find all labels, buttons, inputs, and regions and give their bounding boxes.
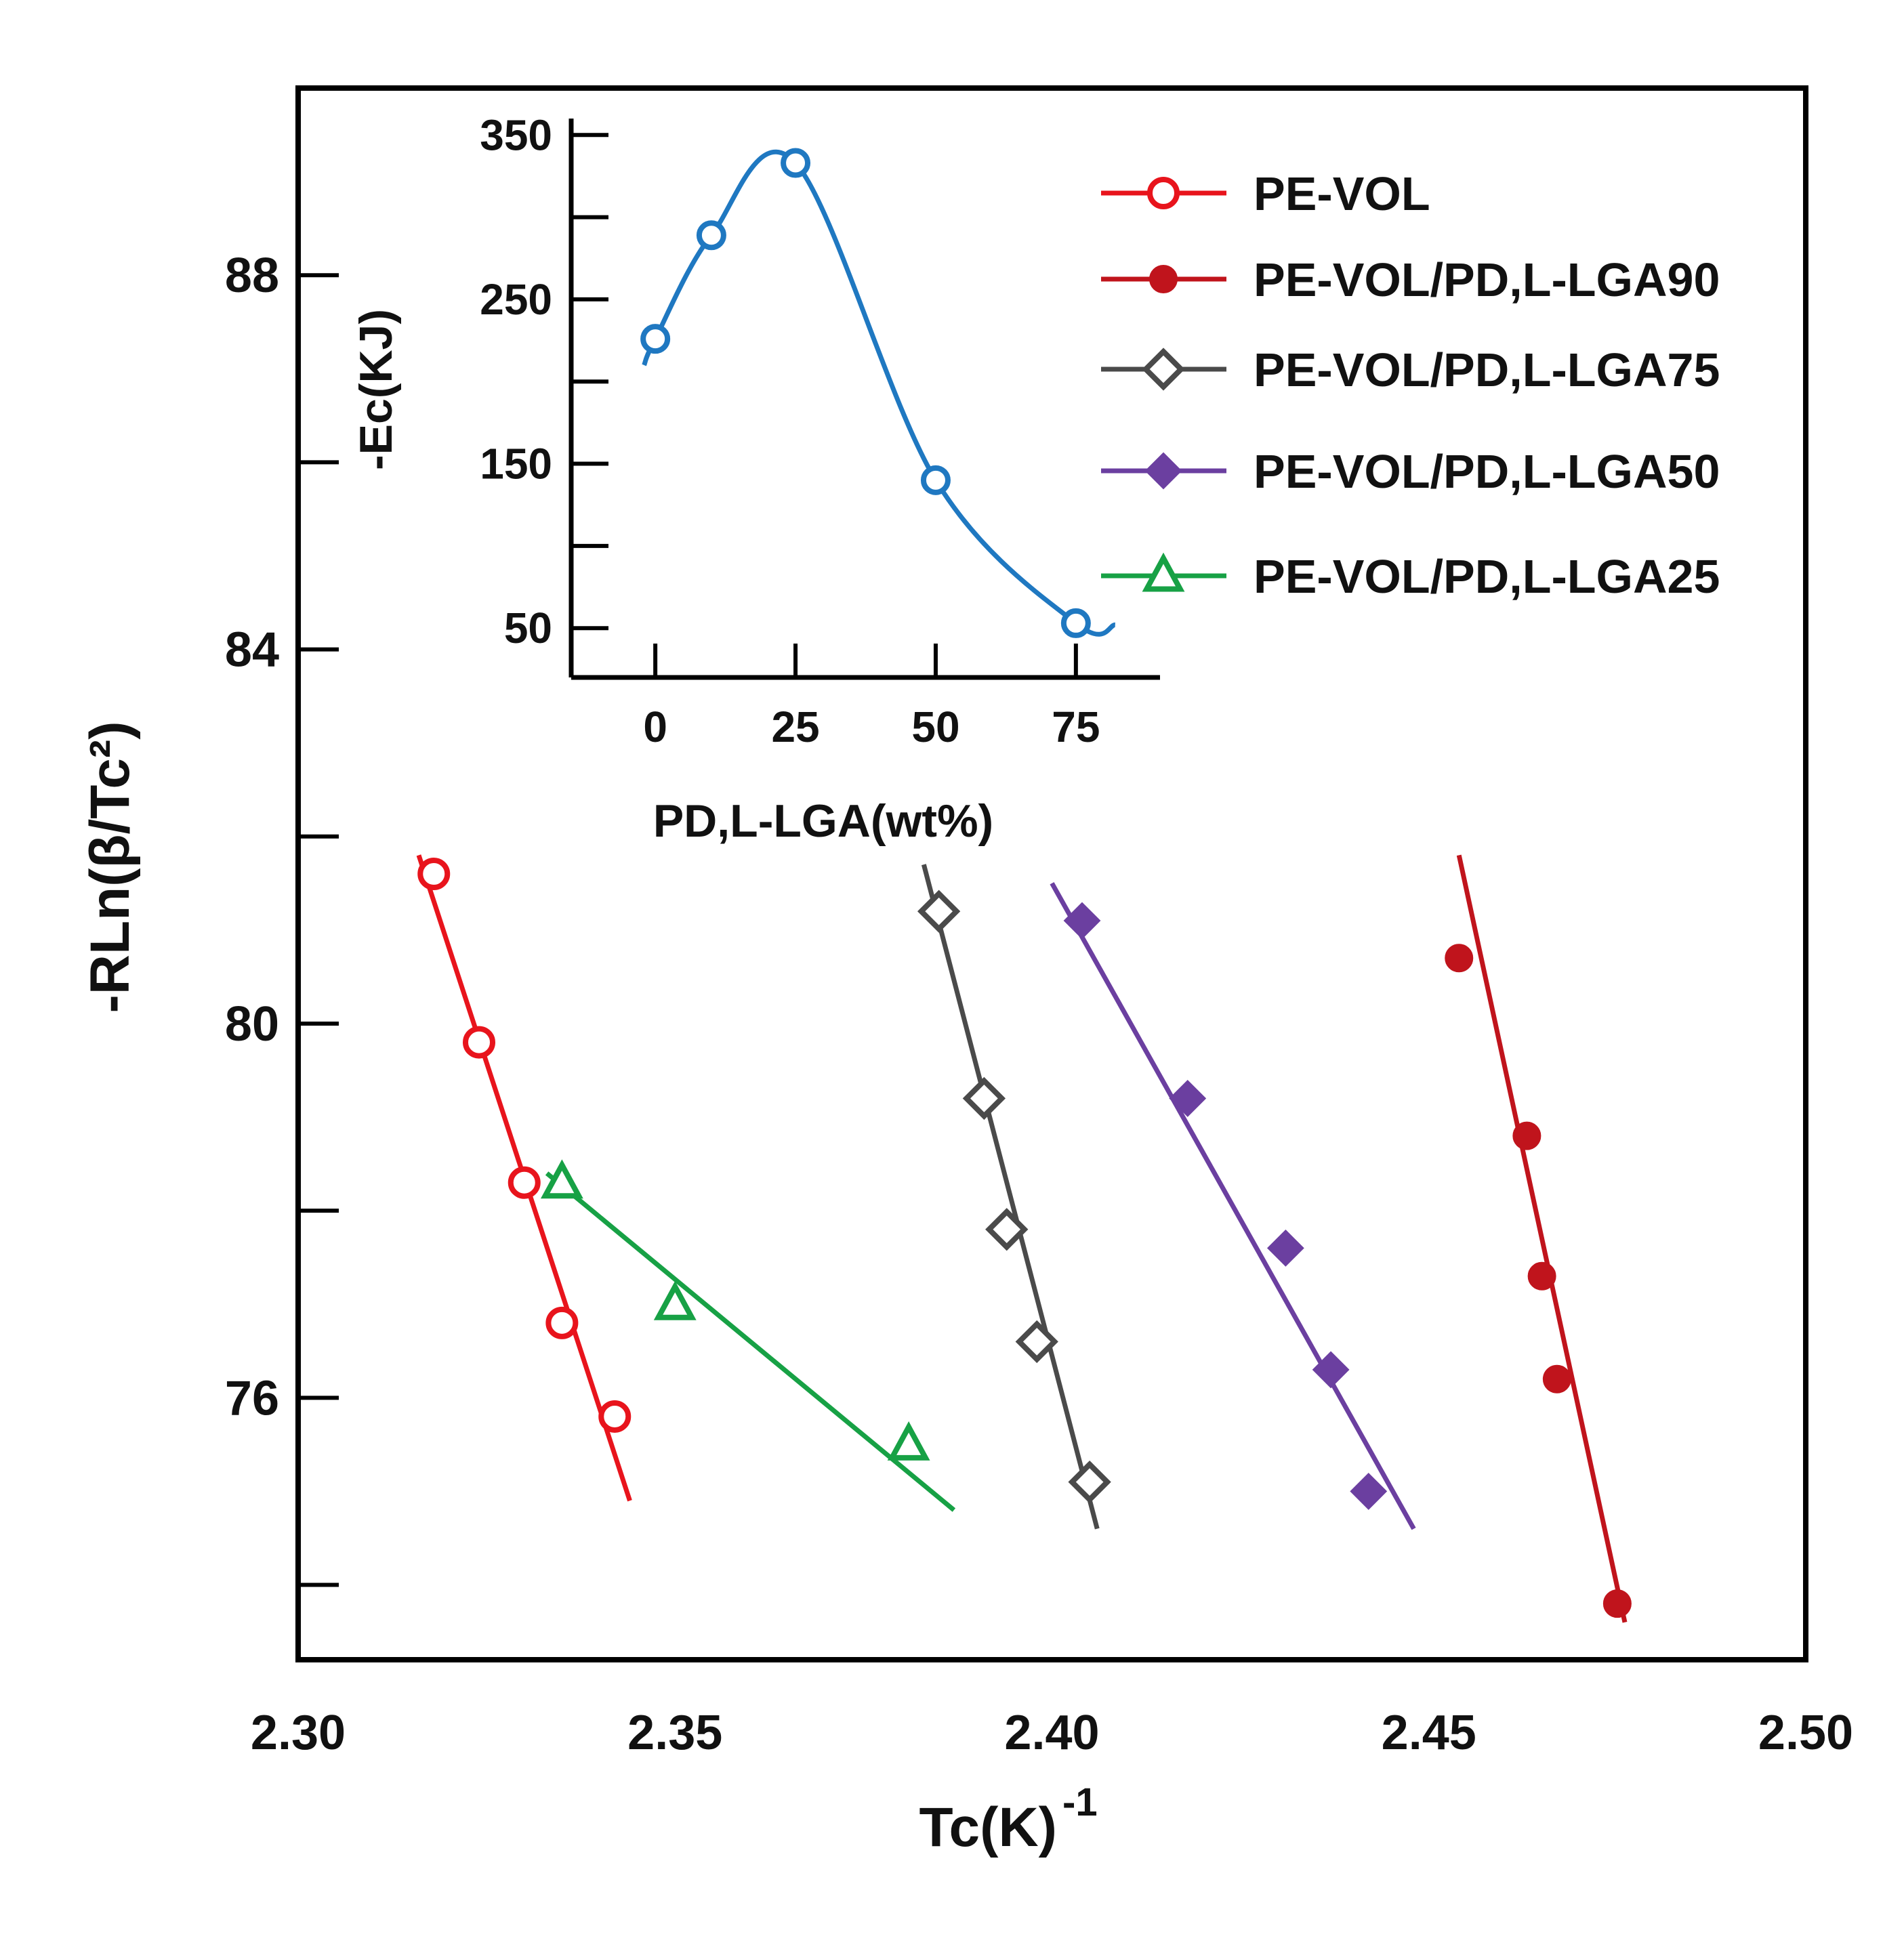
main-y-tick-label: 84 <box>225 623 279 677</box>
inset-x-axis-title: PD,L-LGA(wt%) <box>653 795 993 847</box>
inset-y-tick-label: 150 <box>480 440 552 488</box>
inset-y-ticks: 50 150 250 350 <box>480 110 608 652</box>
data-point-marker <box>1015 1320 1058 1364</box>
main-x-ticks: 2.30 2.35 2.40 2.45 2.50 <box>251 1706 1853 1760</box>
main-y-axis-title: -RLn(β/Tc²) <box>79 721 141 1013</box>
data-point-marker <box>887 1421 930 1461</box>
inset-x-ticks: 0 25 50 75 <box>643 644 1100 751</box>
main-x-axis-title: Tc(K) <box>919 1797 1057 1858</box>
legend-label: PE-VOL/PD,L-LGA75 <box>1254 343 1720 396</box>
series-group <box>917 864 1111 1530</box>
series-fit-line <box>921 864 1100 1530</box>
data-point-marker <box>1068 1460 1111 1504</box>
legend: PE-VOL PE-VOL/PD,L-LGA90 PE-VOL/PD,L-LGA75… <box>1101 167 1720 603</box>
data-point-marker <box>917 889 961 933</box>
main-x-tick-label: 2.45 <box>1382 1706 1476 1760</box>
data-point-marker <box>1063 902 1101 940</box>
legend-label: PE-VOL/PD,L-LGA90 <box>1254 253 1720 306</box>
inset-y-tick-label: 250 <box>480 275 552 324</box>
data-point-marker <box>1060 608 1091 638</box>
data-point-marker <box>781 148 811 178</box>
data-point-marker <box>653 1280 697 1320</box>
inset-y-axis-title: -Ec(KJ) <box>350 309 402 470</box>
data-point-marker <box>1266 1229 1304 1267</box>
data-point-marker <box>508 1166 541 1199</box>
main-x-tick-label: 2.50 <box>1758 1706 1853 1760</box>
data-point-marker <box>598 1400 632 1433</box>
plot-frame <box>295 85 1808 1662</box>
data-point-marker <box>417 858 451 890</box>
main-y-tick-label: 80 <box>225 997 279 1051</box>
data-point-marker <box>985 1208 1029 1251</box>
inset-y-tick-label: 350 <box>480 110 552 159</box>
series-fit-line <box>545 1171 956 1512</box>
series-fit-line <box>1050 882 1416 1530</box>
inset-series-curve <box>642 149 1116 637</box>
series-fit-line <box>1456 854 1628 1623</box>
data-point-marker <box>1142 348 1185 391</box>
data-point-marker <box>1445 944 1474 973</box>
series-group <box>1050 882 1416 1530</box>
data-point-marker <box>1142 552 1185 592</box>
data-point-marker <box>540 1159 583 1199</box>
main-y-tick-label: 88 <box>225 249 279 303</box>
data-point-marker <box>1169 1080 1207 1117</box>
inset-x-tick-label: 75 <box>1052 703 1100 751</box>
main-x-tick-label: 2.40 <box>1004 1706 1099 1760</box>
data-point-marker <box>545 1306 579 1339</box>
data-point-marker <box>463 1026 495 1059</box>
data-point-marker <box>696 220 726 251</box>
main-series-layer <box>416 854 1632 1623</box>
data-point-marker <box>1602 1589 1632 1618</box>
data-point-marker <box>1149 265 1178 293</box>
main-x-tick-label: 2.35 <box>627 1706 722 1760</box>
inset-x-tick-label: 0 <box>643 703 667 751</box>
data-point-marker <box>1542 1364 1571 1393</box>
inset-series-layer <box>640 148 1116 638</box>
data-point-marker <box>920 465 951 495</box>
data-point-marker <box>1350 1473 1388 1510</box>
data-point-marker <box>1147 177 1180 209</box>
inset-x-tick-label: 25 <box>771 703 819 751</box>
main-x-tick-label: 2.30 <box>251 1706 346 1760</box>
data-point-marker <box>1527 1261 1556 1291</box>
main-y-tick-label: 76 <box>225 1371 279 1425</box>
data-point-marker <box>962 1076 1006 1120</box>
data-point-marker <box>640 324 671 354</box>
legend-label: PE-VOL/PD,L-LGA50 <box>1254 445 1720 498</box>
inset-x-tick-label: 50 <box>911 703 959 751</box>
data-point-marker <box>1312 1351 1350 1389</box>
data-point-marker <box>1512 1121 1541 1150</box>
data-point-marker <box>1144 452 1182 490</box>
legend-label: PE-VOL/PD,L-LGA25 <box>1254 550 1720 603</box>
series-group <box>540 1159 956 1512</box>
legend-label: PE-VOL <box>1254 167 1430 220</box>
inset-y-tick-label: 50 <box>504 604 552 652</box>
inset-chart: 50 150 250 350 0 25 50 75 PD,L-LGA(wt%) -Ec(KJ… <box>350 110 1160 847</box>
series-group <box>416 854 632 1502</box>
main-x-axis-title-superscript: -1 <box>1062 1780 1098 1824</box>
series-group <box>1445 854 1632 1623</box>
main-y-ticks: 76 80 84 88 <box>225 249 339 1587</box>
